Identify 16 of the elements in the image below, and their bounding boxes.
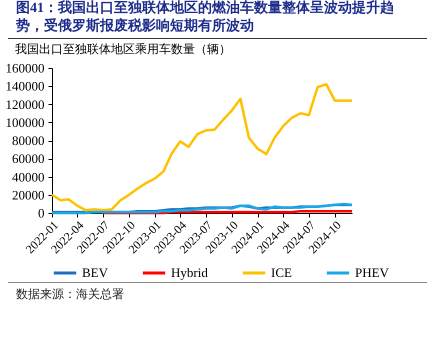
y-tick-label: 40000 [12, 169, 44, 184]
y-tick-label: 0 [38, 206, 44, 220]
legend-label: PHEV [355, 265, 390, 280]
y-tick-label: 20000 [12, 187, 44, 202]
legend-label: Hybrid [171, 265, 208, 280]
source-note: 数据来源：海关总署 [8, 282, 427, 306]
chart-subtitle: 我国出口至独联体地区乘用车数量（辆） [15, 42, 231, 56]
y-tick-label: 160000 [6, 60, 44, 76]
y-tick-label: 60000 [12, 151, 44, 166]
y-tick-label: 80000 [12, 133, 44, 148]
y-tick-label: 120000 [6, 96, 44, 112]
y-tick-label: 140000 [6, 78, 44, 94]
chart-title: 图41：我国出口至独联体地区的燃油车数量整体呈波动提升趋势，受俄罗斯报废税影响短期有所波动 [8, 0, 427, 39]
legend-label: ICE [271, 265, 292, 280]
y-tick-label: 100000 [6, 114, 44, 130]
legend-label: BEV [82, 265, 109, 280]
